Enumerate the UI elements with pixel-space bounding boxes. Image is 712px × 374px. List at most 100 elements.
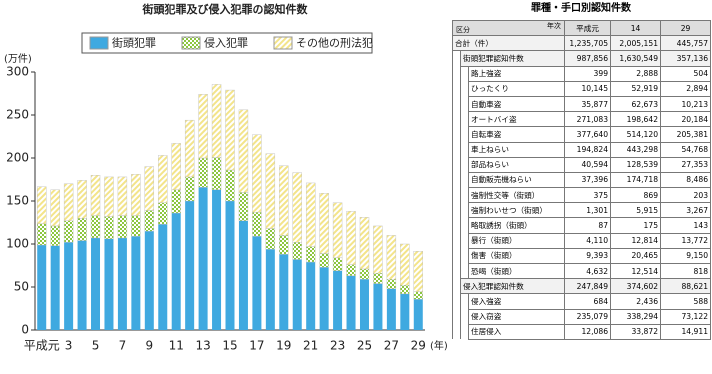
x-tick-label: 27 [384,339,399,353]
table-row: オートバイ盗 271,083 198,642 20,184 [452,111,712,128]
cell-value: 3,267 [660,202,712,219]
indent-cell [460,126,469,142]
column-header: 平成元 [564,19,612,37]
row-label: オートバイ盗 [467,111,566,128]
cell-value: 87 [564,217,612,234]
table-row: ひったくり 10,145 52,919 2,894 [452,80,712,97]
cell-value: 143 [660,217,712,234]
cell-value: 52,919 [610,80,662,97]
bar-segment [211,84,222,158]
table-row: 自動車盗 35,877 62,673 10,213 [452,95,712,113]
cell-value: 8,486 [660,171,712,189]
header-row: 年次 区分 平成元 14 29 [451,19,712,37]
bar-segment [37,223,47,246]
table-row: 住居侵入 12,086 33,872 14,911 [452,323,712,340]
bar-segment [171,143,181,191]
cell-value: 399 [564,65,612,82]
cell-value: 88,621 [660,278,712,295]
bar-segment [64,242,74,330]
table-row: 恐喝（街頭） 4,632 12,514 818 [452,262,712,280]
bar-segment [225,169,235,202]
indent-cell [460,324,469,340]
cell-value: 174,718 [610,171,662,189]
bar-segment [279,165,289,236]
x-tick-label: 21 [303,339,318,353]
table-panel: 罪種・手口別認知件数 年次 区分 平成元 14 29 合計（件） 1,235,705 2,00… [451,0,712,340]
bar-segment [252,211,262,237]
cell-value: 9,393 [564,247,612,265]
x-tick-label: 25 [357,339,372,353]
cell-value: 2,005,151 [610,35,662,52]
bar-segment [373,283,383,330]
x-tick-label: 9 [145,339,153,353]
cell-value: 33,872 [610,323,662,340]
bar-segment [305,182,316,247]
indent-cell [452,233,461,249]
indent-cell [452,217,461,234]
indent-cell [452,66,461,82]
bar-segment [252,134,262,213]
bar-segment [265,153,276,229]
bar-segment [198,157,208,188]
cell-value: 987,856 [564,50,612,67]
row-label: 路上強盗 [467,65,566,82]
corner-bottom: 区分 [456,26,470,35]
table-title: 罪種・手口別認知件数 [531,3,631,14]
table-row: 自動販売機ねらい 37,396 174,718 8,486 [452,171,712,189]
indent-cell [460,217,469,234]
cell-value: 198,642 [610,111,662,128]
table-row: 合計（件） 1,235,705 2,005,151 445,757 [451,35,712,52]
table-row: 侵入犯罪認知件数 247,849 374,602 88,621 [452,278,712,295]
cell-value: 4,632 [564,262,612,280]
bar-segment [292,242,302,260]
row-label: 自転車盗 [467,126,566,143]
cell-value: 338,294 [610,308,662,325]
bar-segment [332,257,343,271]
bar-segment [50,225,60,246]
table-row: 車上ねらい 194,824 443,298 54,768 [452,141,712,158]
x-tick-label: 7 [119,339,127,353]
indent-cell [452,142,461,158]
x-tick-label: 23 [330,339,345,353]
indent-cell [460,202,469,218]
indent-cell [460,263,469,279]
cell-value: 10,213 [660,95,712,113]
bar-segment [279,235,289,255]
bar-segment [413,291,423,300]
cell-value: 271,083 [564,111,612,128]
bar-segment [346,264,356,277]
bar-segment [37,186,47,224]
bar-segment [171,189,181,214]
row-label: 恐喝（街頭） [467,262,566,280]
bar-segment [373,225,383,274]
row-label: 自動販売機ねらい [467,171,566,189]
cell-value: 175 [610,217,662,234]
row-label: 合計（件） [451,35,566,52]
indent-cell [452,263,461,279]
cell-value: 869 [610,187,662,204]
bar-segment [225,89,235,171]
bar-segment [373,273,383,284]
bar-segment [265,228,276,250]
table-row: 強制性交等（街頭） 375 869 203 [452,187,712,204]
y-tick-label: 300 [6,65,29,79]
indent-cell [460,248,469,264]
bar-segment [131,236,141,330]
indent-cell [452,126,461,142]
column-header: 14 [610,19,662,37]
x-tick-label: 13 [195,339,210,353]
bar-segment [104,176,114,217]
indent-cell [452,187,461,203]
table-row: 侵入強盗 684 2,436 588 [452,293,712,310]
cell-value: 818 [660,262,712,280]
y-axis-label: (万件) [4,53,32,65]
cell-value: 588 [660,293,712,310]
bar-segment [77,240,87,330]
bar-segment [386,288,396,330]
bar-segment [198,94,208,159]
table-row: 自転車盗 377,640 514,120 205,381 [452,126,712,143]
row-label: ひったくり [467,80,566,97]
cell-value: 247,849 [564,278,612,295]
x-tick-label: 5 [92,339,100,353]
bar-segment [265,249,275,330]
